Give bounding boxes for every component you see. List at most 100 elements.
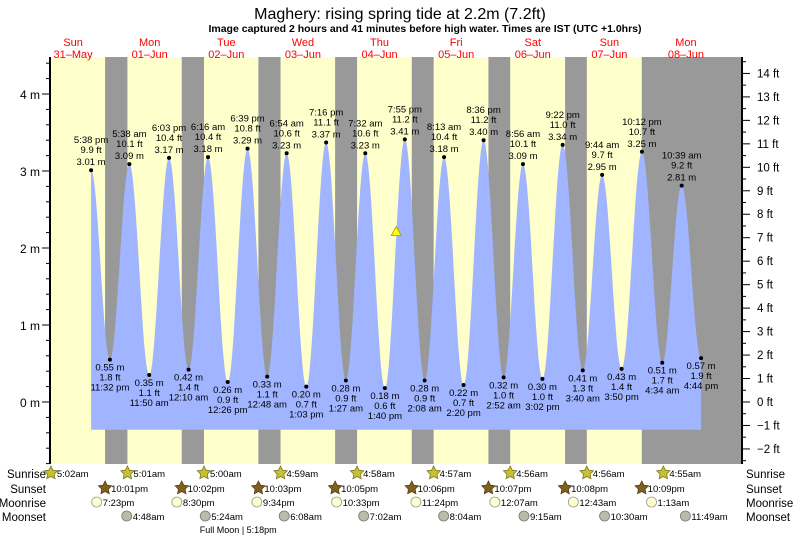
moonrise-row-label: Moonrise [0, 498, 46, 510]
day-label: Wed [292, 37, 314, 49]
high-tide-time: 6:39 pm [230, 114, 264, 125]
high-tide-point [245, 146, 250, 151]
low-tide-time: 12:48 am [247, 400, 287, 411]
low-tide-time: 11:32 pm [90, 383, 129, 394]
date-label: 04–Jun [361, 49, 397, 61]
low-tide-point [382, 386, 387, 391]
date-label: 05–Jun [438, 49, 474, 61]
high-tide-time: 9:22 pm [545, 110, 579, 121]
moonrise-row-label-right: Moonrise [746, 498, 793, 510]
moonset-icon [679, 510, 691, 522]
moonrise-icon [331, 496, 343, 508]
low-tide-ft: 1.9 ft [691, 371, 712, 382]
right-tick-label: 3 ft [757, 327, 774, 339]
moonset-icon [358, 510, 370, 522]
low-tide-m: 0.20 m [292, 390, 321, 401]
low-tide-time: 4:34 am [645, 386, 679, 397]
high-tide-ft: 9.7 ft [592, 150, 613, 161]
low-tide-time: 1:03 pm [289, 410, 323, 421]
day-label: Mon [139, 37, 160, 49]
high-tide-point [206, 155, 211, 160]
low-tide-m: 0.26 m [213, 385, 242, 396]
low-tide-m: 0.42 m [174, 373, 203, 384]
moonset-time: 8:04am [450, 512, 482, 523]
date-label: 06–Jun [515, 49, 551, 61]
high-tide-time: 6:03 pm [152, 123, 186, 134]
high-tide-m: 3.09 m [508, 151, 537, 162]
moonrise-icon [171, 496, 183, 508]
moonset-row-label: Moonset [2, 512, 47, 524]
low-tide-time: 3:50 pm [604, 392, 638, 403]
moonset-time: 5:24am [211, 512, 243, 523]
moonset-time: 7:02am [370, 512, 402, 523]
low-tide-time: 1:40 pm [368, 411, 402, 422]
high-tide-ft: 10.6 ft [273, 128, 300, 139]
high-tide-point [560, 142, 565, 147]
low-tide-ft: 1.4 ft [611, 382, 632, 393]
moonrise-icon [489, 496, 501, 508]
day-label: Tue [217, 37, 236, 49]
high-tide-m: 3.40 m [469, 127, 498, 138]
high-tide-m: 3.17 m [155, 145, 184, 156]
low-tide-point [619, 366, 624, 371]
day-label: Sat [524, 37, 541, 49]
sunrise-time: 4:57am [440, 469, 472, 480]
low-tide-point [660, 360, 665, 365]
sunrise-icon [349, 465, 365, 480]
low-tide-time: 11:50 am [130, 398, 169, 409]
sunset-row-label-right: Sunset [746, 484, 783, 496]
left-tick-label: 1 m [20, 319, 40, 333]
low-tide-point [501, 375, 506, 380]
low-tide-point [461, 383, 466, 388]
high-tide-m: 3.37 m [312, 130, 341, 141]
high-tide-ft: 10.4 ft [156, 133, 183, 144]
right-tick-label: −2 ft [757, 444, 781, 456]
low-tide-point [265, 374, 270, 379]
moonset-icon [199, 510, 211, 522]
low-tide-time: 12:26 pm [208, 405, 248, 416]
high-tide-time: 6:16 am [191, 122, 225, 133]
high-tide-ft: 11.0 ft [550, 120, 576, 131]
moonrise-time: 10:33pm [343, 498, 380, 509]
right-tick-label: −1 ft [757, 420, 781, 432]
day-label: Mon [675, 37, 696, 49]
sunrise-icon [579, 465, 595, 480]
sunrise-time: 4:56am [516, 469, 548, 480]
high-tide-time: 8:36 pm [466, 105, 500, 116]
moonset-icon [121, 510, 133, 522]
right-tick-label: 11 ft [757, 139, 779, 151]
moonrise-icon [91, 496, 103, 508]
left-tick-label: 4 m [20, 88, 40, 102]
low-tide-ft: 0.9 ft [217, 395, 238, 406]
high-tide-point [481, 138, 486, 143]
high-tide-time: 8:56 am [506, 129, 540, 140]
low-tide-ft: 1.7 ft [652, 376, 673, 387]
sunset-icon [327, 480, 343, 495]
sunset-time: 10:02pm [188, 484, 225, 495]
low-tide-ft: 1.3 ft [572, 383, 593, 394]
right-tick-label: 14 ft [757, 68, 780, 80]
date-label: 01–Jun [132, 49, 168, 61]
sunrise-icon [119, 465, 135, 480]
high-tide-ft: 10.6 ft [352, 128, 379, 139]
low-tide-m: 0.32 m [489, 380, 518, 391]
sunset-time: 10:09pm [648, 484, 685, 495]
high-tide-time: 10:39 am [662, 151, 702, 162]
high-tide-point [284, 151, 289, 156]
moonset-icon [438, 510, 449, 522]
moonset-icon [599, 510, 610, 522]
chart-title: Maghery: rising spring tide at 2.2m (7.2… [254, 6, 546, 23]
high-tide-time: 9:44 am [585, 140, 619, 151]
high-tide-point [679, 183, 684, 188]
low-tide-m: 0.51 m [648, 366, 677, 377]
low-tide-point [699, 356, 704, 361]
chart-subtitle: Image captured 2 hours and 41 minutes be… [208, 23, 641, 35]
high-tide-ft: 11.2 ft [392, 114, 418, 125]
high-tide-ft: 10.8 ft [234, 124, 261, 135]
date-label: 03–Jun [285, 49, 321, 61]
right-tick-label: 0 ft [757, 397, 774, 409]
sunset-icon [557, 480, 573, 495]
low-tide-ft: 0.7 ft [296, 400, 317, 411]
high-tide-point [600, 172, 605, 177]
